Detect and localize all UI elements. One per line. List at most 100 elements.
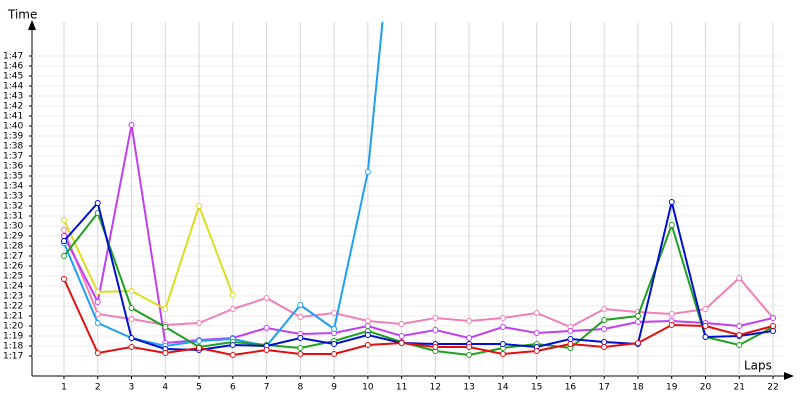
series-line <box>63 202 234 311</box>
point <box>331 351 338 357</box>
series-line <box>63 229 774 329</box>
x-tick-label: 4 <box>162 383 168 393</box>
point <box>196 203 203 209</box>
x-tick-label: 10 <box>362 383 374 393</box>
y-tick-label: 1:25 <box>3 272 23 282</box>
point <box>533 330 540 336</box>
point <box>331 326 338 332</box>
point <box>736 275 743 281</box>
point <box>94 299 101 305</box>
point <box>331 310 338 316</box>
y-tick-label: 1:31 <box>3 212 23 222</box>
y-tick-label: 1:30 <box>3 222 23 232</box>
point <box>61 253 67 259</box>
point <box>499 324 506 330</box>
point <box>601 339 608 345</box>
x-tick-label: 1 <box>61 383 67 393</box>
point <box>634 319 641 325</box>
point <box>736 332 743 338</box>
x-tick-label: 19 <box>666 383 678 393</box>
point <box>601 317 608 323</box>
point <box>736 323 743 329</box>
point <box>94 350 101 356</box>
point <box>466 318 473 324</box>
point <box>61 238 67 244</box>
series-line <box>63 278 774 357</box>
x-tick-label: 17 <box>598 383 609 393</box>
point <box>432 344 439 350</box>
point <box>668 199 675 205</box>
y-tick-label: 1:41 <box>3 112 23 122</box>
point <box>634 313 641 319</box>
y-tick-label: 1:45 <box>3 72 23 82</box>
point <box>128 305 135 311</box>
point <box>432 315 439 321</box>
point <box>297 351 304 357</box>
x-tick-label: 9 <box>331 383 337 393</box>
y-tick-label: 1:27 <box>3 252 23 262</box>
y-tick-label: 1:47 <box>3 52 23 62</box>
x-tick-label: 8 <box>297 383 303 393</box>
point <box>770 323 776 329</box>
point <box>162 324 169 330</box>
point <box>263 325 270 331</box>
y-tick-label: 1:34 <box>3 182 23 192</box>
point <box>263 295 270 301</box>
point <box>297 345 304 351</box>
x-tick-label: 18 <box>632 383 644 393</box>
point <box>601 306 608 312</box>
point <box>736 342 743 348</box>
point <box>668 222 675 228</box>
point <box>61 217 67 223</box>
y-tick-label: 1:20 <box>3 322 23 332</box>
point <box>128 335 135 341</box>
x-tick-label: 3 <box>129 383 135 393</box>
point <box>162 350 169 356</box>
y-tick-label: 1:22 <box>3 302 23 312</box>
plot-area <box>61 22 776 358</box>
y-tick-label: 1:40 <box>3 122 23 132</box>
point <box>601 326 608 332</box>
point <box>364 323 371 329</box>
y-tick-label: 1:21 <box>3 312 23 322</box>
point <box>128 122 135 128</box>
point <box>331 341 338 347</box>
x-tick-label: 20 <box>700 383 712 393</box>
x-tick-label: 2 <box>95 383 101 393</box>
point <box>196 320 203 326</box>
x-tick-label: 11 <box>396 383 407 393</box>
y-tick-label: 1:28 <box>3 242 23 252</box>
y-tick-label: 1:17 <box>3 352 23 362</box>
point <box>466 352 473 358</box>
point <box>94 289 101 295</box>
point <box>94 200 101 206</box>
point <box>567 336 574 342</box>
point <box>94 311 101 317</box>
y-tick-label: 1:36 <box>3 162 23 172</box>
x-tick-label: 12 <box>430 383 441 393</box>
x-axis-label: Laps <box>744 359 772 373</box>
y-tick-label: 1:46 <box>3 62 23 72</box>
x-tick-label: 22 <box>767 383 778 393</box>
x-tick-label: 5 <box>196 383 202 393</box>
point <box>128 316 135 322</box>
x-tick-label: 21 <box>734 383 745 393</box>
point <box>61 276 67 282</box>
y-arrow <box>28 20 36 30</box>
point <box>162 306 169 312</box>
y-tick-label: 1:39 <box>3 132 23 142</box>
y-tick-label: 1:35 <box>3 172 23 182</box>
point <box>229 306 236 312</box>
point <box>770 328 776 334</box>
x-tick-label: 16 <box>565 383 577 393</box>
point <box>229 352 236 358</box>
point <box>229 342 236 348</box>
point <box>196 338 203 344</box>
point <box>128 344 135 350</box>
x-tick-label: 6 <box>230 383 236 393</box>
point <box>499 341 506 347</box>
point <box>466 344 473 350</box>
series-line <box>63 124 774 345</box>
point <box>668 311 675 317</box>
